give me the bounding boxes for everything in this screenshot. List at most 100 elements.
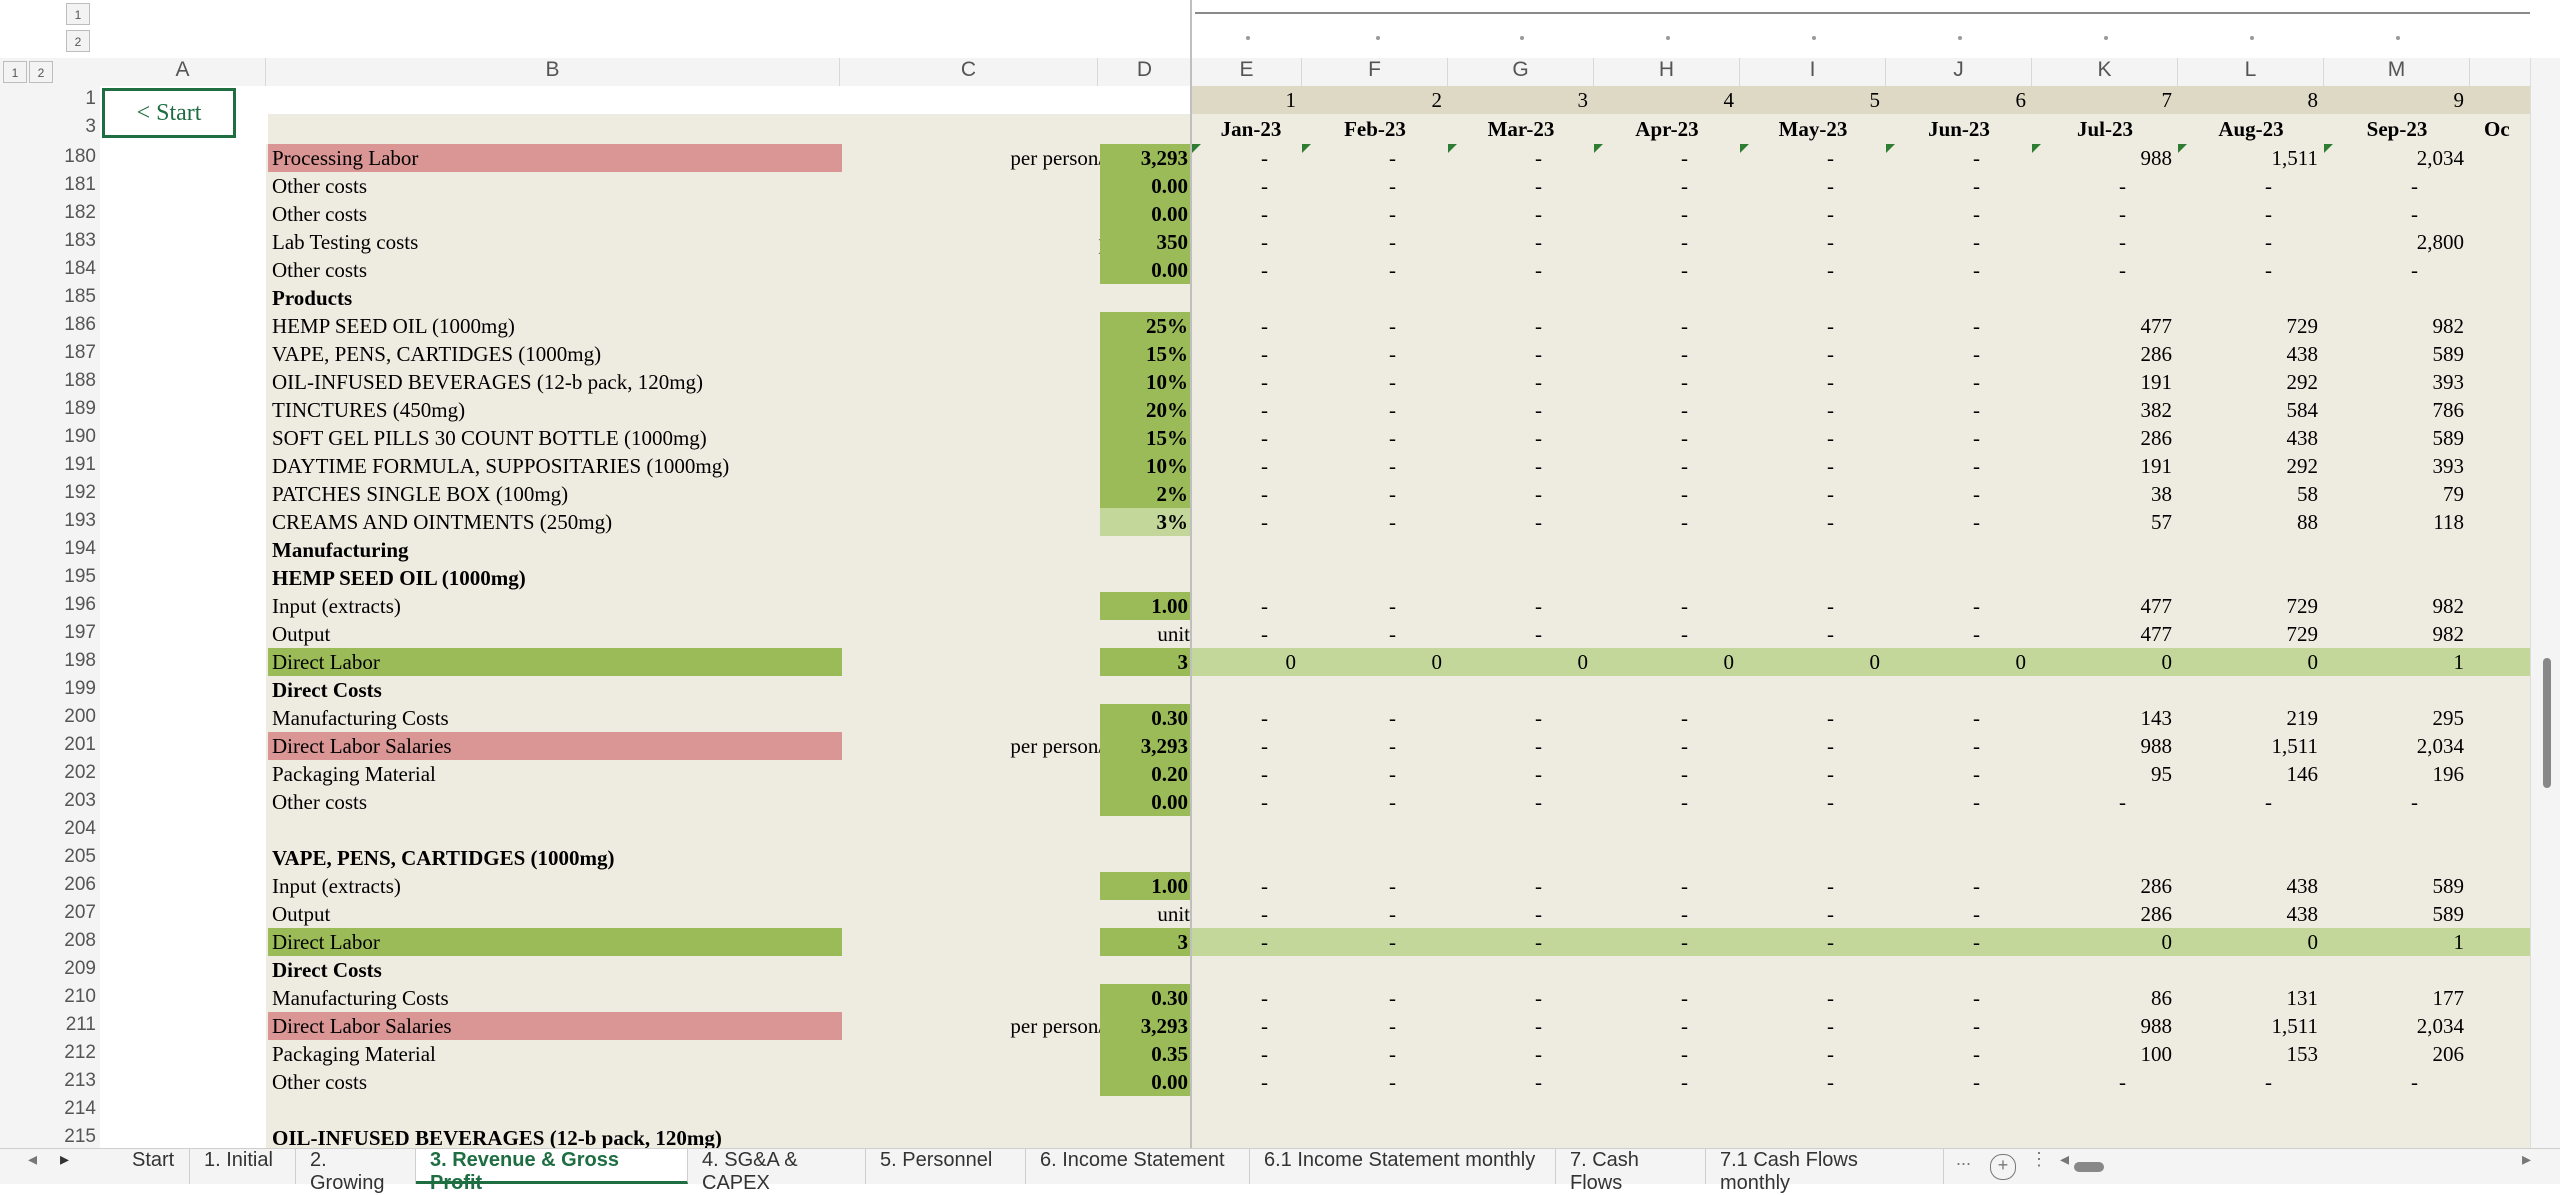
assumption-value-cell[interactable]: 350	[1100, 228, 1192, 256]
monthly-value-cell[interactable]: -	[1827, 370, 1834, 394]
month-header[interactable]: Oc	[2484, 117, 2510, 141]
row-number[interactable]: 211	[65, 1014, 96, 1035]
monthly-value-cell[interactable]: -	[1389, 734, 1396, 758]
monthly-value-cell[interactable]: -	[1681, 706, 1688, 730]
monthly-value-cell[interactable]: -	[2119, 174, 2126, 198]
monthly-value-cell[interactable]: -	[1681, 510, 1688, 534]
monthly-value-cell[interactable]: -	[1535, 202, 1542, 226]
monthly-value-cell[interactable]: 292	[2286, 370, 2319, 394]
monthly-value-cell[interactable]: -	[1681, 734, 1688, 758]
assumption-value-cell[interactable]: 1.00	[1100, 872, 1192, 900]
monthly-value-cell[interactable]: -	[1389, 314, 1396, 338]
sheet-tab[interactable]: 7. Cash Flows	[1556, 1149, 1706, 1194]
monthly-value-cell[interactable]: -	[1389, 258, 1396, 282]
month-header[interactable]: Apr-23	[1635, 117, 1699, 141]
month-header[interactable]: Mar-23	[1487, 117, 1555, 141]
assumption-value-cell[interactable]: 0.00	[1100, 172, 1192, 200]
monthly-value-cell[interactable]: 177	[2432, 986, 2465, 1010]
monthly-value-cell[interactable]: -	[2265, 202, 2272, 226]
monthly-value-cell[interactable]: -	[1681, 230, 1688, 254]
monthly-value-cell[interactable]: -	[1535, 370, 1542, 394]
sheet-tab[interactable]: 2. Growing	[296, 1149, 416, 1194]
monthly-value-cell[interactable]: 146	[2286, 762, 2319, 786]
row-number[interactable]: 189	[64, 398, 96, 419]
assumption-value-cell[interactable]: 3%	[1100, 508, 1192, 536]
monthly-value-cell[interactable]: -	[1973, 622, 1980, 646]
monthly-value-cell[interactable]: -	[1681, 1070, 1688, 1094]
row-number[interactable]: 187	[64, 342, 96, 363]
row-number[interactable]: 201	[64, 734, 96, 755]
monthly-value-cell[interactable]: 2,800	[2416, 230, 2464, 254]
monthly-value-cell[interactable]: -	[1681, 426, 1688, 450]
column-header-f[interactable]: F	[1302, 58, 1448, 86]
monthly-value-cell[interactable]: -	[1535, 790, 1542, 814]
monthly-value-cell[interactable]: 295	[2432, 706, 2465, 730]
monthly-value-cell[interactable]: 1,511	[2271, 1014, 2318, 1038]
monthly-value-cell[interactable]: 382	[2140, 398, 2173, 422]
monthly-value-cell[interactable]: -	[1827, 874, 1834, 898]
monthly-value-cell[interactable]: 1,511	[2271, 146, 2318, 170]
row-label[interactable]: Input (extracts)	[272, 594, 401, 618]
monthly-value-cell[interactable]: 0	[2307, 650, 2319, 674]
monthly-value-cell[interactable]: -	[1681, 258, 1688, 282]
monthly-value-cell[interactable]: -	[1535, 230, 1542, 254]
row-number[interactable]: 209	[64, 958, 96, 979]
section-header[interactable]: Manufacturing	[272, 538, 409, 562]
monthly-value-cell[interactable]: 0	[1723, 650, 1735, 674]
monthly-value-cell[interactable]: -	[1973, 986, 1980, 1010]
monthly-value-cell[interactable]: 100	[2140, 1042, 2173, 1066]
period-number[interactable]: 1	[1285, 88, 1297, 112]
monthly-value-cell[interactable]: 729	[2286, 622, 2319, 646]
row-number[interactable]: 202	[64, 762, 96, 783]
monthly-value-cell[interactable]: 988	[2140, 1014, 2173, 1038]
monthly-value-cell[interactable]: -	[1681, 1014, 1688, 1038]
monthly-value-cell[interactable]: 0	[2015, 650, 2027, 674]
monthly-value-cell[interactable]: -	[1681, 986, 1688, 1010]
tab-menu-icon[interactable]: ⋮	[2030, 1149, 2048, 1169]
monthly-value-cell[interactable]: 988	[2140, 734, 2173, 758]
row-number[interactable]: 200	[64, 706, 96, 727]
monthly-value-cell[interactable]: 118	[2433, 510, 2464, 534]
monthly-value-cell[interactable]: -	[1827, 426, 1834, 450]
monthly-value-cell[interactable]: 286	[2140, 426, 2173, 450]
assumption-value-cell[interactable]: 25%	[1100, 312, 1192, 340]
monthly-value-cell[interactable]: 57	[2151, 510, 2172, 534]
row-label[interactable]: DAYTIME FORMULA, SUPPOSITARIES (1000mg)	[272, 454, 730, 478]
monthly-value-cell[interactable]: -	[1389, 986, 1396, 1010]
monthly-value-cell[interactable]: -	[1827, 762, 1834, 786]
monthly-value-cell[interactable]: -	[1389, 930, 1396, 954]
row-label[interactable]: SOFT GEL PILLS 30 COUNT BOTTLE (1000mg)	[272, 426, 707, 450]
assumption-value-cell[interactable]: 3,293	[1100, 732, 1192, 760]
monthly-value-cell[interactable]: -	[1389, 790, 1396, 814]
monthly-value-cell[interactable]: -	[1681, 482, 1688, 506]
monthly-value-cell[interactable]: 393	[2432, 370, 2465, 394]
monthly-value-cell[interactable]: -	[1535, 342, 1542, 366]
monthly-value-cell[interactable]: -	[2119, 258, 2126, 282]
row-label[interactable]: Processing Labor	[268, 144, 842, 172]
monthly-value-cell[interactable]: -	[1681, 790, 1688, 814]
monthly-value-cell[interactable]: -	[1827, 482, 1834, 506]
monthly-value-cell[interactable]: 0	[1577, 650, 1589, 674]
monthly-value-cell[interactable]: -	[1261, 986, 1268, 1010]
column-header-m[interactable]: M	[2324, 58, 2470, 86]
monthly-value-cell[interactable]: 982	[2432, 622, 2465, 646]
row-label[interactable]: Input (extracts)	[272, 874, 401, 898]
monthly-value-cell[interactable]: 589	[2432, 902, 2465, 926]
row-number[interactable]: 3	[85, 116, 96, 137]
monthly-value-cell[interactable]: -	[1973, 202, 1980, 226]
monthly-value-cell[interactable]: -	[2411, 258, 2418, 282]
monthly-value-cell[interactable]: 0	[2161, 930, 2173, 954]
monthly-value-cell[interactable]: -	[1389, 426, 1396, 450]
monthly-value-cell[interactable]: 1,511	[2271, 734, 2318, 758]
monthly-value-cell[interactable]: 0	[2307, 930, 2319, 954]
monthly-value-cell[interactable]: 196	[2432, 762, 2465, 786]
section-header[interactable]: Direct Costs	[272, 678, 382, 702]
month-header[interactable]: Jun-23	[1928, 117, 1990, 141]
monthly-value-cell[interactable]: -	[1261, 594, 1268, 618]
monthly-value-cell[interactable]: 477	[2140, 594, 2173, 618]
monthly-value-cell[interactable]: -	[1827, 594, 1834, 618]
row-number[interactable]: 198	[64, 650, 96, 671]
monthly-value-cell[interactable]: -	[1535, 1014, 1542, 1038]
row-label[interactable]	[268, 816, 940, 844]
monthly-value-cell[interactable]: -	[1389, 398, 1396, 422]
